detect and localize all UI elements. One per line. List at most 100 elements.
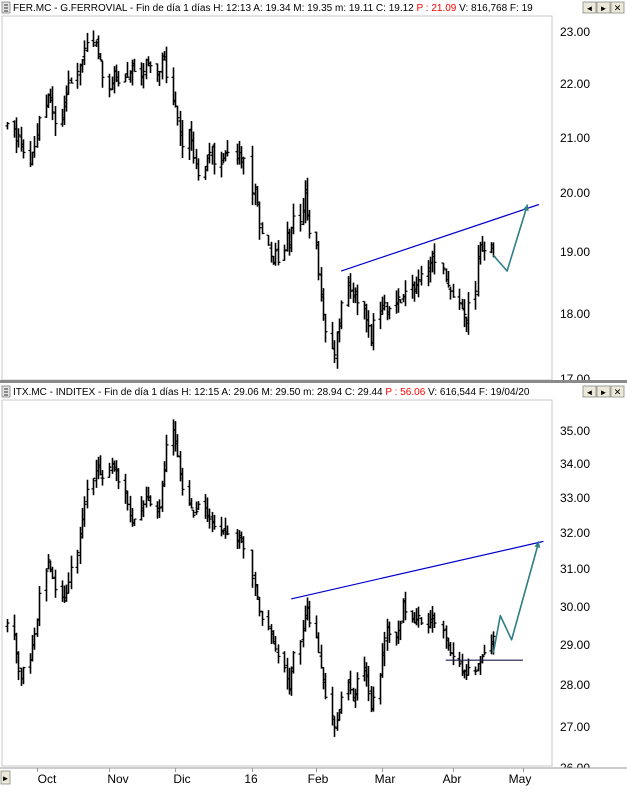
fer-price-bar [21,139,26,159]
fer-close-icon: ✕ [614,3,622,13]
itx-left-arrow-icon: ◄ [586,388,594,397]
fer-header-bg [0,0,627,15]
fer-price-bar [473,280,478,310]
itx-y-tick-label: 32.00 [560,526,590,540]
itx-close-button[interactable]: ✕ [610,385,625,398]
fer-close-button[interactable]: ✕ [610,1,625,14]
x-axis-arrow-icon: ► [2,774,10,783]
itx-price-bar [448,641,453,657]
fer-price-bar [175,105,180,126]
fer-price-bar [291,203,296,235]
itx-price-bar [441,620,446,639]
fer-price-bar [403,280,408,307]
x-axis-bg [0,768,627,787]
fer-left-arrow-icon: ◄ [586,4,594,13]
fer-y-tick-label: 17.00 [560,372,590,386]
x-axis-ticks [37,768,524,772]
itx-price-bar [482,644,487,656]
itx-close-icon: ✕ [614,387,622,397]
itx-price-bar [116,468,121,490]
itx-projection-arrowhead [534,541,541,548]
itx-price-bar [75,549,80,574]
itx-price-bar [164,434,169,473]
itx-price-bar [53,569,58,598]
fer-price-bar [66,70,71,95]
fer-price-bar [207,142,212,164]
fer-y-tick-label: 20.00 [560,186,590,200]
itx-price-bar [225,525,230,536]
x-axis-scroll-button[interactable]: ► [0,770,11,785]
itx-menu-icon[interactable] [1,385,11,398]
fer-menu-icon[interactable] [1,1,11,14]
fer-price-bar [462,299,467,328]
itx-price-bar [175,434,180,458]
fer-price-bar [446,270,451,288]
x-month-label: Dic [173,772,190,786]
fer-price-bar [276,240,281,266]
itx-price-bar [148,495,153,507]
fer-price-bar [432,243,437,275]
fer-resistance-line [340,203,540,272]
fer-price-bar [69,77,74,84]
fer-price-bar [191,131,196,164]
fer-price-bar [196,158,201,181]
fer-header-rest: V: 816,768 F: 19 [456,3,533,14]
fer-price-bar [371,313,376,351]
fer-price-bar [91,30,96,48]
itx-scroll-right-button[interactable]: ► [596,385,611,398]
fer-y-axis: 23.00 22.00 21.00 20.00 19.00 18.00 17.0… [560,25,590,386]
fer-price-bar [260,222,265,235]
fer-y-tick-label: 18.00 [560,307,590,321]
fer-price-bar [5,121,10,130]
fer-scroll-left-button[interactable]: ◄ [582,1,597,14]
itx-y-tick-label: 28.00 [560,678,590,692]
itx-price-bar [416,606,421,628]
fer-projection-path [492,204,529,272]
itx-y-tick-label: 29.00 [560,638,590,652]
fer-price-bar [148,61,153,74]
itx-price-bar [180,467,185,496]
itx-price-bar [207,508,212,529]
itx-price-bar [451,642,456,666]
itx-price-bar [291,650,296,674]
fer-price-bar [451,283,456,298]
itx-y-axis: 35.00 34.00 33.00 32.00 31.00 30.00 29.0… [560,424,590,775]
itx-price-bar [196,501,201,511]
itx-annotations [291,540,544,661]
fer-scroll-right-button[interactable]: ► [596,1,611,14]
x-month-label: Abr [443,772,462,786]
fer-price-bar [441,262,446,275]
fer-price-bar [82,40,87,66]
x-month-label: Oct [38,772,57,786]
itx-price-bar [241,536,246,559]
itx-price-bar [366,665,371,702]
x-month-label: Mar [375,772,396,786]
itx-price-bar [298,640,303,665]
itx-price-bar [387,621,392,643]
fer-price-bar [180,120,185,159]
itx-price-bar [457,651,462,668]
fer-price-bar [257,201,262,240]
itx-price-bar [100,470,105,486]
itx-header-p: P : 56.06 [385,387,425,398]
fer-price-bar [212,142,217,175]
fer-header-text: FER.MC - G.FERROVIAL - Fin de día 1 días… [13,3,417,14]
fer-price-bar [398,299,403,304]
itx-price-bar [107,462,112,478]
fer-price-bar [298,203,303,232]
itx-header-text: ITX.MC - INDITEX - Fin de día 1 días H: … [13,387,385,398]
itx-price-bar [212,514,217,530]
itx-price-bar [189,498,194,509]
itx-y-tick-label: 31.00 [560,562,590,576]
fer-price-bar [250,145,255,206]
itx-scroll-left-button[interactable]: ◄ [582,385,597,398]
fer-price-bar [53,105,58,137]
itx-price-bar [323,672,328,700]
panel-separator[interactable] [0,380,627,383]
itx-price-bar [398,620,403,641]
itx-price-bar [91,477,96,496]
fer-price-bar [448,286,453,300]
fer-price-bar [266,234,271,246]
itx-price-bar [273,636,278,652]
